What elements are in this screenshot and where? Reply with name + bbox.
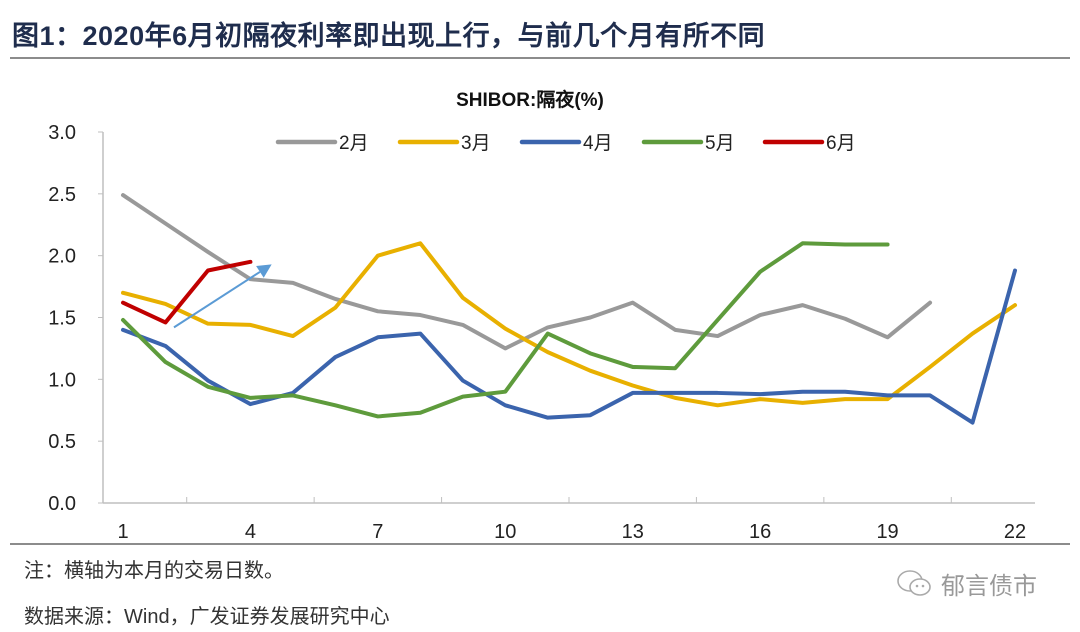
series-line-2-month xyxy=(121,193,933,351)
x-tick-label: 1 xyxy=(117,521,128,543)
y-tick-label: 0.5 xyxy=(48,431,76,453)
legend-label: 6月 xyxy=(826,133,856,154)
trend-arrow xyxy=(173,271,261,329)
y-tick-label: 2.0 xyxy=(48,246,76,268)
series-line-3-month xyxy=(121,241,1017,408)
legend-label: 4月 xyxy=(583,133,613,154)
source-text: 数据来源：Wind，广发证券发展研究中心 xyxy=(24,606,390,628)
title-divider xyxy=(10,57,1070,59)
footer-divider xyxy=(10,543,1070,545)
series-line-5-month xyxy=(121,241,890,419)
y-tick-label: 0.0 xyxy=(48,493,76,515)
figure-title: 图1：2020年6月初隔夜利率即出现上行，与前几个月有所不同 xyxy=(12,21,766,51)
y-tick-label: 1.0 xyxy=(48,369,76,391)
x-tick-label: 19 xyxy=(876,521,898,543)
x-tick-label: 22 xyxy=(1004,521,1026,543)
legend-label: 3月 xyxy=(461,133,491,154)
x-tick-label: 16 xyxy=(749,521,771,543)
trend-arrow-head xyxy=(256,264,272,278)
x-tick-label: 10 xyxy=(494,521,516,543)
legend-label: 5月 xyxy=(705,133,735,154)
series-line-6-month xyxy=(121,259,253,325)
legend-label: 2月 xyxy=(339,133,369,154)
wechat-icon xyxy=(897,569,931,596)
note-text: 注：横轴为本月的交易日数。 xyxy=(24,560,284,582)
x-tick-label: 7 xyxy=(372,521,383,543)
y-tick-label: 1.5 xyxy=(48,308,76,330)
watermark-text: 郁言债市 xyxy=(941,573,1037,600)
chart-title: SHIBOR:隔夜(%) xyxy=(456,88,604,111)
x-tick-label: 4 xyxy=(245,521,256,543)
watermark: 郁言债市 xyxy=(895,566,1037,601)
y-tick-label: 3.0 xyxy=(48,122,76,144)
x-tick-label: 13 xyxy=(622,521,644,543)
y-tick-label: 2.5 xyxy=(48,184,76,206)
